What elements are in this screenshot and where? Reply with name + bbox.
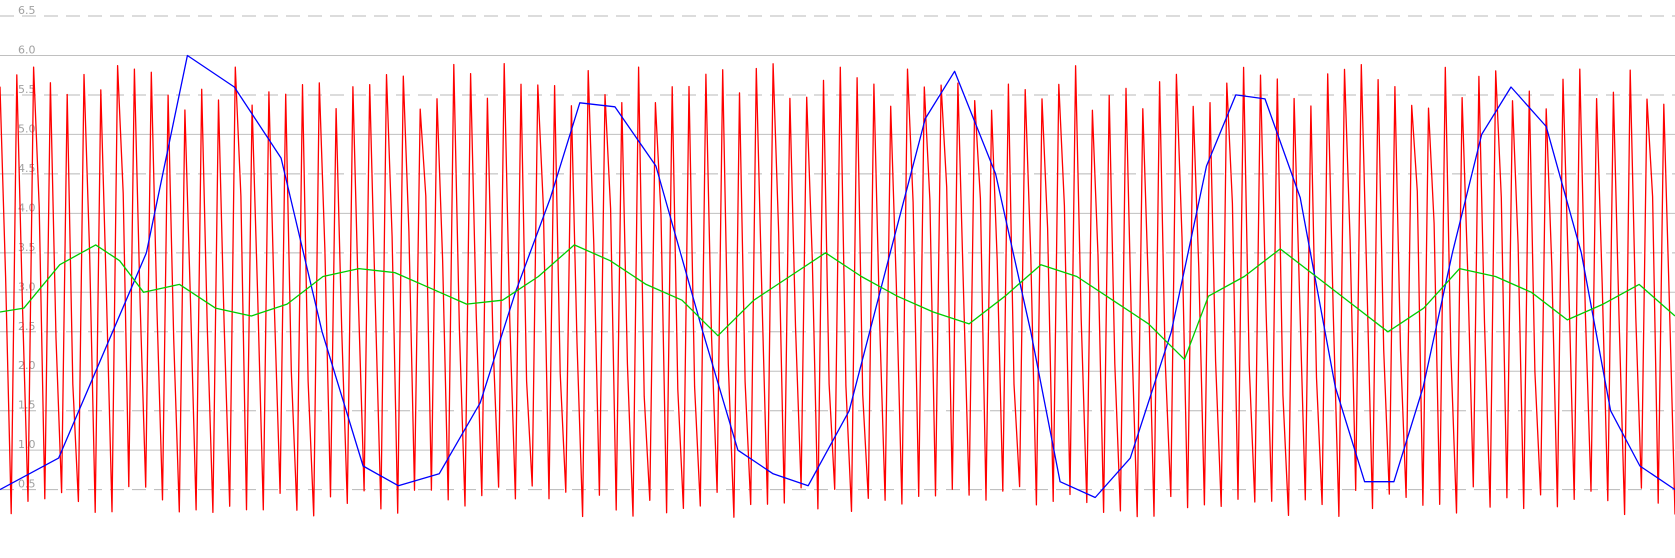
y-tick-label: 5.0: [18, 122, 36, 135]
y-tick-label: 6.5: [18, 4, 36, 17]
series-line-3: [0, 244, 1675, 361]
y-tick-label: 2.5: [18, 320, 36, 333]
y-tick-label: 0.5: [18, 478, 36, 491]
y-tick-label: 4.5: [18, 162, 36, 175]
y-tick-label: 6.0: [18, 43, 36, 56]
y-tick-label: 2.0: [18, 359, 36, 372]
y-tick-label: 3.0: [18, 280, 36, 293]
y-tick-label: 5.5: [18, 83, 36, 96]
y-tick-label: 1.5: [18, 399, 36, 412]
series-line-1: [0, 63, 1675, 518]
series-line-2: [0, 54, 1675, 499]
series-lines: [0, 54, 1675, 518]
